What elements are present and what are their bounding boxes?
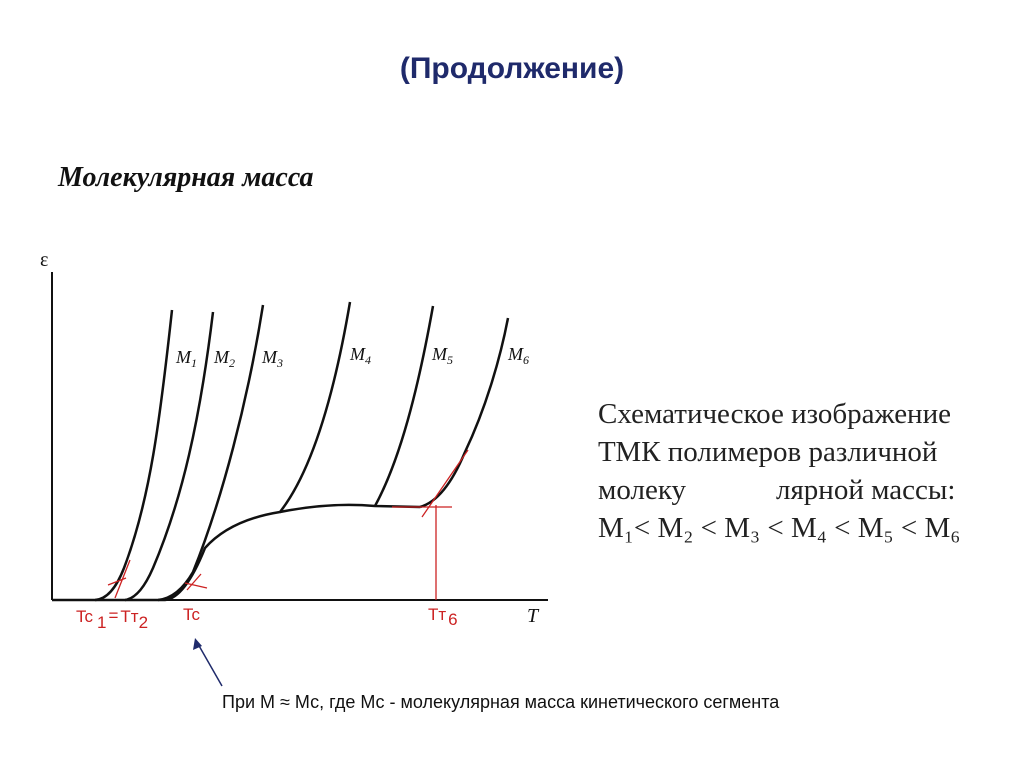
curve-label-m1: M1 <box>175 347 197 370</box>
marker-line-tc1-tick <box>107 577 127 586</box>
caption-line-3b: лярной массы: <box>776 474 956 506</box>
curve-label-m3: M3 <box>261 347 283 370</box>
curve-m1 <box>52 309 174 602</box>
curve-m2 <box>95 311 215 602</box>
curve-label-m2: M2 <box>213 347 235 370</box>
curve-m5 <box>373 305 435 507</box>
footnote: При М ≈ Мс, где Мс - молекулярная масса … <box>222 692 780 712</box>
curve-label-m4: M4 <box>349 344 371 367</box>
marker-line-tc-tick <box>184 582 208 589</box>
curve-m6 <box>419 317 510 509</box>
pointer-arrow-head <box>193 638 202 650</box>
marker-label-tt6: Tт 6 <box>428 605 458 629</box>
curve-label-m6: M6 <box>507 344 529 367</box>
x-axis-label: T <box>527 605 540 627</box>
marker-line-tc <box>186 573 202 591</box>
marker-label-tc1-tt2: Tc 1 = Tт2 <box>76 606 148 632</box>
caption-line-1: Схематическое изображение <box>598 398 951 430</box>
caption-line-4: M₁< M₂ < M₃ < M₄ < M₅ < M₆ <box>598 512 961 544</box>
marker-label-tc: Tc <box>183 605 201 624</box>
marker-line-tt6-tangent <box>421 449 469 518</box>
slide-title: (Продолжение) <box>399 52 625 85</box>
y-axis-label: ε <box>40 249 48 271</box>
caption-line-3a: молеку <box>598 474 686 506</box>
caption-line-2: ТМК полимеров различной <box>598 436 938 468</box>
curve-m3 <box>125 304 265 602</box>
section-heading: Молекулярная масса <box>58 162 314 193</box>
curve-label-m5: M5 <box>431 344 453 367</box>
curve-plateau <box>279 503 421 514</box>
pointer-arrow <box>197 643 223 687</box>
